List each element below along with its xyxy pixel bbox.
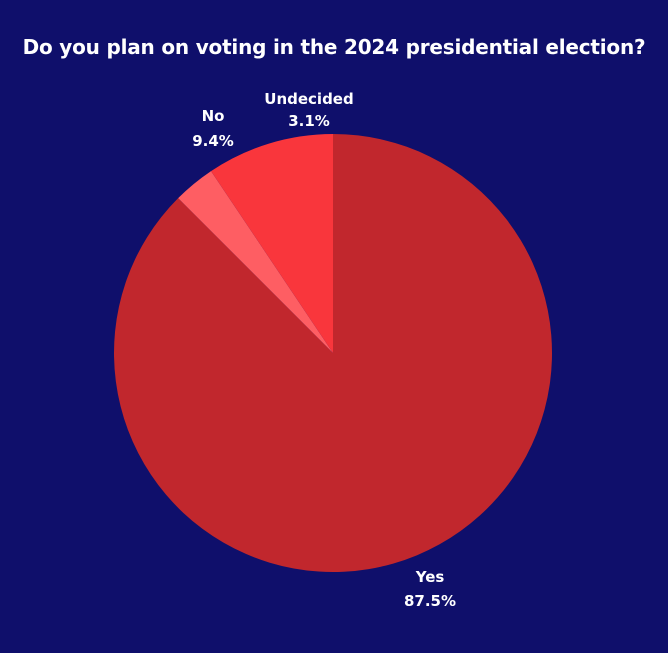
slice-value-yes: 87.5% <box>404 592 456 610</box>
pie-slices <box>114 134 552 573</box>
chart-title: Do you plan on voting in the 2024 presid… <box>22 35 646 59</box>
slice-label-no: No <box>202 107 225 125</box>
slice-label-yes: Yes <box>415 568 445 586</box>
pie-slice-undecided <box>178 171 333 353</box>
slice-label-undecided: Undecided <box>264 90 353 108</box>
pie-labels: Yes 87.5% Undecided 3.1% No 9.4% <box>192 90 456 610</box>
slice-value-no: 9.4% <box>192 132 234 150</box>
pie-slice-yes <box>114 134 552 573</box>
pie-slice-no <box>211 134 333 353</box>
slice-value-undecided: 3.1% <box>288 112 330 130</box>
